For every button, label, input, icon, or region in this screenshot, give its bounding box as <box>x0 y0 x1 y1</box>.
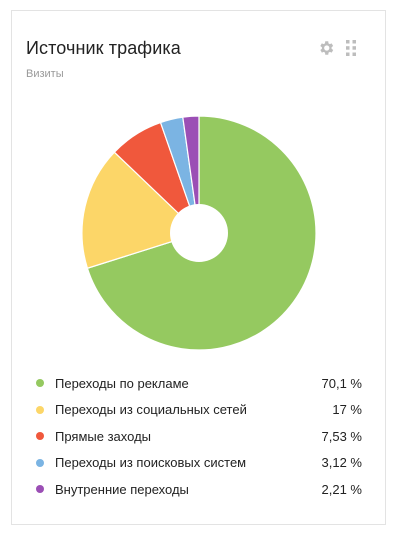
legend-label: Переходы по рекламе <box>55 375 189 391</box>
legend-label: Внутренние переходы <box>55 481 189 497</box>
legend-label: Переходы из поисковых систем <box>55 455 247 471</box>
widget-subtitle: Визиты <box>26 68 64 80</box>
legend-item[interactable]: Внутренние переходы 2,21 % <box>36 476 362 503</box>
pie-slice-5[interactable] <box>182 115 200 234</box>
legend-item[interactable]: Переходы из поисковых систем 3,12 % <box>36 450 362 477</box>
gear-icon[interactable] <box>317 39 335 57</box>
legend-value: 70,1 % <box>321 375 362 391</box>
legend-value: 7,53 % <box>321 428 362 444</box>
legend-color-dot <box>36 405 44 414</box>
legend-value: 3,12 % <box>321 455 362 471</box>
legend-color-dot <box>36 432 44 441</box>
legend-label: Переходы из социальных сетей <box>55 402 247 418</box>
legend-value: 17 % <box>332 402 362 418</box>
legend-color-dot <box>36 379 44 388</box>
legend-color-dot <box>36 458 44 467</box>
widget-toolbar <box>317 39 356 57</box>
legend-item[interactable]: Переходы по рекламе 70,1 % <box>36 370 362 397</box>
donut-chart <box>81 115 317 351</box>
legend-value: 2,21 % <box>321 481 362 497</box>
drag-handle-icon[interactable] <box>346 40 356 56</box>
chart-legend: Переходы по рекламе 70,1 % Переходы из соц… <box>36 370 362 503</box>
donut-hole <box>170 204 228 262</box>
legend-label: Прямые заходы <box>55 428 152 444</box>
pie-slice-2[interactable] <box>81 151 201 270</box>
legend-item[interactable]: Переходы из социальных сетей 17 % <box>36 397 362 424</box>
legend-color-dot <box>36 485 44 494</box>
legend-item[interactable]: Прямые заходы 7,53 % <box>36 423 362 450</box>
widget-title: Источник трафика <box>26 38 181 58</box>
